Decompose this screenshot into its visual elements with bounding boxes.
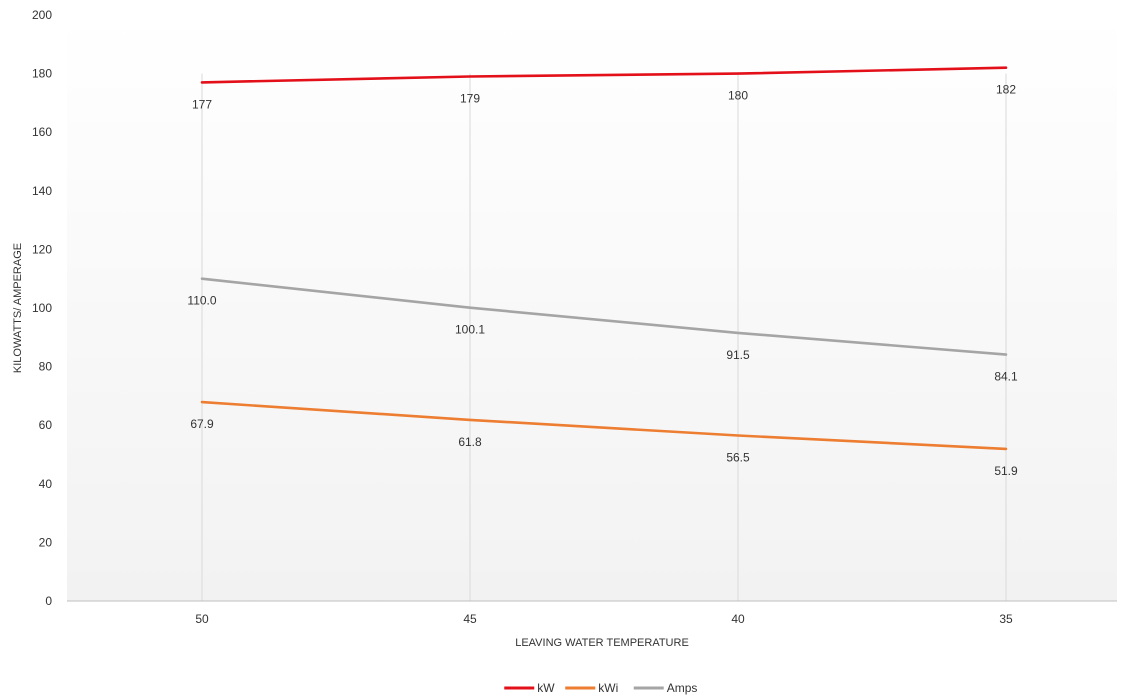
data-label-kwi: 56.5: [726, 450, 750, 464]
x-axis-title: LEAVING WATER TEMPERATURE: [515, 637, 689, 649]
data-label-kw: 177: [192, 97, 212, 111]
x-tick-label: 40: [731, 612, 745, 626]
series-line-kwi: [200, 400, 1008, 451]
y-tick-label: 60: [39, 418, 53, 432]
y-tick-label: 20: [39, 535, 53, 549]
data-label-kw: 179: [460, 92, 480, 106]
data-label-kw: 182: [996, 83, 1016, 97]
y-axis: 0 20 40 60 80 100 120 140 160 180 200: [32, 8, 52, 608]
data-label-amps: 91.5: [726, 348, 750, 362]
legend-label-kwi: kWi: [598, 681, 618, 695]
y-tick-label: 120: [32, 242, 52, 256]
x-tick-label: 45: [463, 612, 477, 626]
gridlines: [201, 73, 1007, 601]
data-label-amps: 110.0: [187, 294, 216, 308]
data-label-amps: 100.1: [455, 323, 485, 337]
plot-area-background: [67, 15, 1117, 601]
data-label-amps: 84.1: [994, 370, 1018, 384]
data-label-kwi: 67.9: [190, 417, 214, 431]
y-tick-label: 180: [32, 67, 52, 81]
y-tick-label: 140: [32, 184, 52, 198]
series-line-kw: [200, 66, 1008, 84]
data-labels: 177 179 180 182 67.9 61.8 56.5 51.9 110.0 100.1 91…: [187, 83, 1018, 478]
y-tick-label: 0: [45, 594, 52, 608]
data-label-kwi: 51.9: [994, 464, 1018, 478]
legend-label-amps: Amps: [667, 681, 698, 695]
y-tick-label: 100: [32, 301, 52, 315]
y-tick-label: 160: [32, 125, 52, 139]
data-label-kwi: 61.8: [458, 435, 482, 449]
series-lines: [200, 66, 1008, 451]
y-axis-title: KILOWATTS/ AMPERAGE: [12, 243, 24, 373]
legend-label-kw: kW: [537, 681, 555, 695]
x-tick-label: 35: [999, 612, 1013, 626]
series-line-amps: [200, 277, 1008, 356]
x-axis: 50 45 40 35: [67, 600, 1117, 626]
y-tick-label: 200: [32, 8, 52, 22]
y-tick-label: 80: [39, 360, 53, 374]
x-tick-label: 50: [195, 612, 209, 626]
legend: kW kWi Amps: [504, 681, 697, 695]
y-tick-label: 40: [39, 477, 53, 491]
data-label-kw: 180: [728, 89, 748, 103]
